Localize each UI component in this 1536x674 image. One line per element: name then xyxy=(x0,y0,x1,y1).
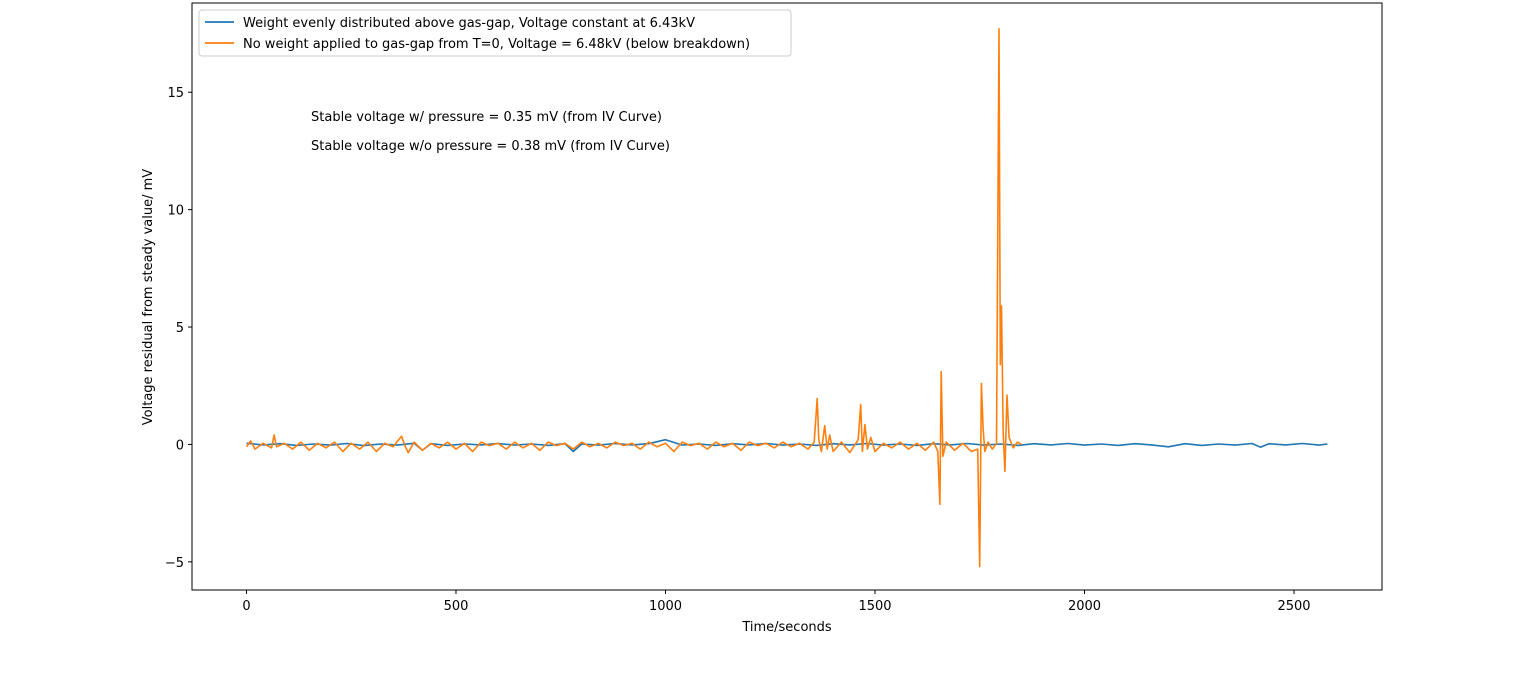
annotation-without-pressure: Stable voltage w/o pressure = 0.38 mV (f… xyxy=(311,139,670,154)
series-line-no-weight xyxy=(245,27,1022,568)
x-tick-label: 0 xyxy=(242,599,250,614)
y-tick-label: 15 xyxy=(167,86,184,101)
x-tick-label: 2000 xyxy=(1068,599,1101,614)
x-axis: 0 500 1000 1500 2000 2500 xyxy=(242,590,1311,614)
series-layer xyxy=(245,27,1328,568)
y-tick-label: 0 xyxy=(176,438,184,453)
x-tick-label: 500 xyxy=(444,599,469,614)
legend-label-no-weight: No weight applied to gas-gap from T=0, V… xyxy=(243,37,750,52)
y-tick-label: 5 xyxy=(176,321,184,336)
legend-box xyxy=(198,9,792,57)
legend: Weight evenly distributed above gas-gap,… xyxy=(198,9,792,57)
y-axis: −5 0 5 10 15 xyxy=(165,86,192,571)
annotation-with-pressure: Stable voltage w/ pressure = 0.35 mV (fr… xyxy=(311,110,662,125)
plot-frame xyxy=(191,2,1383,591)
y-tick-label: 10 xyxy=(167,204,184,219)
series-line-weighted xyxy=(246,438,1328,453)
x-tick-label: 1500 xyxy=(858,599,891,614)
x-tick-label: 1000 xyxy=(649,599,682,614)
y-tick-label: −5 xyxy=(165,556,184,571)
legend-label-weighted: Weight evenly distributed above gas-gap,… xyxy=(243,16,695,31)
x-tick-label: 2500 xyxy=(1277,599,1310,614)
x-axis-label: Time/seconds xyxy=(741,620,832,635)
y-axis-label: Voltage residual from steady value/ mV xyxy=(141,169,156,426)
